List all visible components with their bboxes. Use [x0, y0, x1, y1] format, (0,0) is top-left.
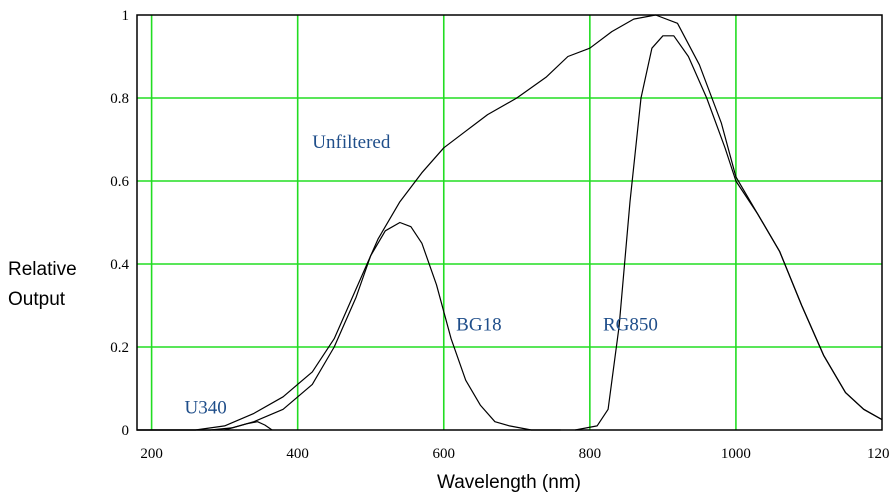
- series-label-unfiltered: Unfiltered: [312, 132, 391, 153]
- series-line-rg850: [575, 35, 883, 431]
- y-tick-label: 0.4: [110, 257, 129, 273]
- series-labels: Unfiltered BG18 RG850 U340: [184, 132, 657, 419]
- x-tick-label: 1000: [721, 446, 751, 462]
- series-label-bg18: BG18: [456, 314, 501, 335]
- x-tick-label: 800: [579, 446, 602, 462]
- y-tick-label: 0.2: [110, 340, 129, 356]
- y-tick-label: 0.8: [110, 91, 129, 107]
- x-tick-label: 600: [433, 446, 456, 462]
- plot-frame: [136, 14, 883, 431]
- x-axis-label: Wavelength (nm): [437, 472, 581, 493]
- y-tick-label: 0.6: [110, 174, 129, 190]
- series-line-unfiltered: [137, 14, 883, 431]
- grid-lines: [137, 15, 882, 430]
- series-label-u340: U340: [184, 397, 226, 418]
- series-lines: [137, 14, 883, 431]
- x-tick-label: 400: [286, 446, 309, 462]
- series-line-bg18: [224, 221, 561, 431]
- x-tick-label: 200: [140, 446, 163, 462]
- y-axis-label-line1: Relative: [8, 259, 77, 280]
- series-label-rg850: RG850: [603, 314, 658, 335]
- y-tick-label: 1: [122, 8, 130, 24]
- y-tick-labels: 0 0.2 0.4 0.6 0.8 1: [110, 8, 129, 439]
- y-tick-label: 0: [122, 423, 130, 439]
- y-axis-label-line2: Output: [8, 289, 66, 310]
